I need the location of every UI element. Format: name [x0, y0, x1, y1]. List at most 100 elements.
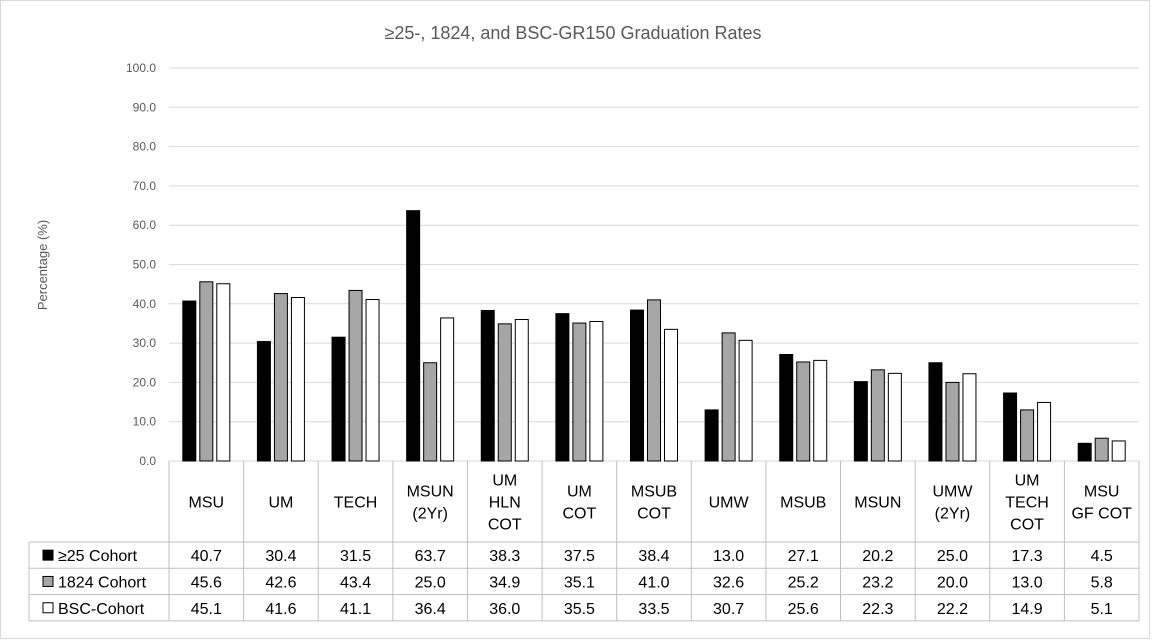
- data-label: 20.0: [937, 574, 968, 591]
- legend-label: ≥25 Cohort: [58, 548, 138, 565]
- data-label: 38.4: [638, 548, 669, 565]
- bar: [199, 281, 214, 462]
- chart-title: ≥25-, 1824, and BSC-GR150 Graduation Rat…: [384, 23, 761, 43]
- bar: [928, 362, 943, 462]
- data-label: 33.5: [638, 601, 669, 618]
- category-label: COT: [637, 506, 671, 523]
- category-label: UM: [567, 484, 592, 501]
- bar: [779, 353, 794, 462]
- data-label: 20.2: [862, 548, 893, 565]
- data-label: 31.5: [340, 548, 371, 565]
- data-table: MSU UM TECH MSUN (2Yr) UM HLN COT UM COT MSUB COT UM…: [28, 461, 1140, 622]
- legend-key: [42, 549, 54, 561]
- data-label: 25.0: [415, 574, 446, 591]
- category-label: MSUB: [631, 484, 677, 501]
- category-label: MSU: [189, 495, 225, 512]
- y-tick-labels: 0.0 10.0 20.0 30.0 40.0 50.0 60.0 70.0 80.0 90.0 1…: [126, 61, 156, 468]
- bar: [572, 322, 587, 462]
- category-label: UM: [1015, 473, 1040, 490]
- data-label: 14.9: [1012, 601, 1043, 618]
- data-label: 32.6: [713, 574, 744, 591]
- bar: [813, 359, 828, 462]
- y-tick-label: 60.0: [133, 218, 157, 232]
- data-label: 36.0: [489, 601, 520, 618]
- bar: [1094, 437, 1109, 462]
- data-label: 36.4: [415, 601, 446, 618]
- bar: [796, 361, 811, 462]
- y-tick-label: 70.0: [133, 179, 157, 193]
- bar: [273, 293, 288, 462]
- bar: [216, 283, 231, 462]
- data-label: 37.5: [564, 548, 595, 565]
- bar: [480, 309, 495, 462]
- category-label: UM: [268, 495, 293, 512]
- category-label: MSUN: [407, 484, 454, 501]
- legend-label: BSC-Cohort: [58, 601, 145, 618]
- data-label: 25.2: [788, 574, 819, 591]
- data-label: 25.6: [788, 601, 819, 618]
- data-label: 38.3: [489, 548, 520, 565]
- bar: [256, 341, 271, 462]
- y-tick-label: 90.0: [133, 100, 157, 114]
- bar: [1077, 442, 1092, 462]
- bar: [738, 339, 753, 462]
- legend-key: [42, 575, 54, 587]
- data-label: 13.0: [713, 548, 744, 565]
- data-label: 27.1: [788, 548, 819, 565]
- data-label: 5.8: [1091, 574, 1113, 591]
- y-tick-label: 20.0: [133, 375, 157, 389]
- bar: [365, 298, 380, 462]
- bar: [182, 300, 197, 462]
- data-label: 5.1: [1091, 601, 1113, 618]
- y-tick-label: 0.0: [139, 454, 156, 468]
- category-label: MSU: [1084, 484, 1120, 501]
- bar: [440, 317, 455, 462]
- category-label: COT: [488, 517, 522, 534]
- legend-label: 1824 Cohort: [58, 574, 147, 591]
- bar: [589, 320, 604, 462]
- category-label: (2Yr): [412, 506, 448, 523]
- bar: [555, 313, 570, 462]
- data-label: 45.1: [191, 601, 222, 618]
- data-label: 22.3: [862, 601, 893, 618]
- bar: [647, 299, 661, 462]
- data-label: 30.4: [265, 548, 296, 565]
- bar: [630, 309, 644, 462]
- bar: [664, 328, 678, 462]
- bar: [721, 332, 736, 462]
- y-tick-label: 10.0: [133, 415, 157, 429]
- category-label: (2Yr): [935, 506, 971, 523]
- bar: [331, 336, 346, 462]
- bar: [1037, 401, 1052, 462]
- data-label: 45.6: [191, 574, 222, 591]
- category-label: MSUB: [780, 495, 826, 512]
- y-axis-label: Percentage (%): [35, 220, 50, 310]
- bar: [348, 289, 363, 462]
- data-label: 25.0: [937, 548, 968, 565]
- category-label: GF COT: [1071, 506, 1132, 523]
- bar: [290, 297, 305, 462]
- bars: [182, 210, 1126, 462]
- bar: [1003, 392, 1018, 462]
- data-label: 35.1: [564, 574, 595, 591]
- data-label: 41.6: [265, 601, 296, 618]
- y-tick-label: 30.0: [133, 336, 157, 350]
- data-label: 22.2: [937, 601, 968, 618]
- bar: [945, 381, 960, 462]
- data-label: 42.6: [265, 574, 296, 591]
- data-label: 17.3: [1012, 548, 1043, 565]
- bar: [870, 369, 885, 462]
- bar: [962, 373, 977, 462]
- data-label: 43.4: [340, 574, 371, 591]
- bar: [887, 372, 902, 462]
- data-label: 23.2: [862, 574, 893, 591]
- category-label: COT: [562, 506, 596, 523]
- data-label: 41.0: [638, 574, 669, 591]
- category-label: UMW: [932, 484, 973, 501]
- bar: [853, 381, 868, 462]
- category-label: TECH: [1005, 495, 1049, 512]
- bar: [1111, 440, 1126, 462]
- data-label: 63.7: [415, 548, 446, 565]
- data-label: 35.5: [564, 601, 595, 618]
